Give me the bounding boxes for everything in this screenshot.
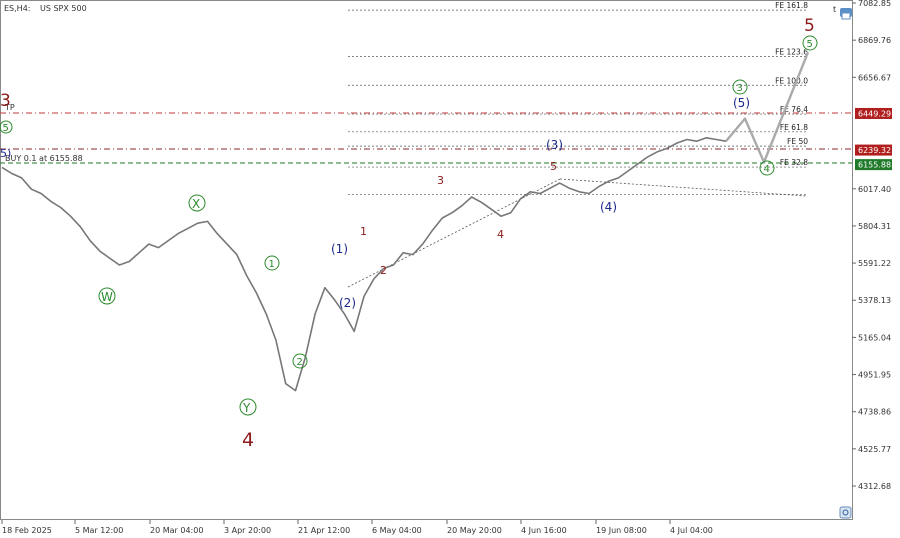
time-tick-label: 5 Mar 12:00: [75, 526, 123, 535]
time-tick-label: 3 Apr 20:00: [224, 526, 271, 535]
fibonacci-expansion[interactable]: FE 161.8 FE 123.6 FE 100.0 FE 76.4 FE 61.8 FE…: [348, 1, 808, 195]
time-tick-label: 18 Feb 2025: [2, 526, 52, 535]
wave-label-W: W: [101, 290, 113, 304]
wave-circle-3: [732, 79, 748, 95]
price-tick-label: 6017.40: [858, 185, 891, 194]
time-tick-label: 19 Jun 08:00: [596, 526, 647, 535]
wave-label-paren-2: (2): [339, 296, 356, 310]
wave-label-4-circled: 4: [764, 164, 770, 175]
time-tick-label: 4 Jun 16:00: [521, 526, 567, 535]
wave-label-paren-1: (1): [331, 242, 348, 256]
wave-label-3-left: 3: [0, 91, 11, 111]
price-tick-label: 5378.13: [858, 296, 891, 305]
autoscroll-icon[interactable]: [839, 506, 852, 519]
wave-label-red-2: 2: [380, 264, 387, 277]
wave-circle-5-left: [0, 120, 13, 134]
chart-symbol: ES,H4:: [4, 4, 30, 13]
price-tick-label: 5165.04: [858, 333, 891, 342]
price-line: [1, 137, 727, 392]
price-tag-box: [855, 107, 892, 119]
price-axis: 7082.85 6869.76 6656.67 6017.40 5804.31 5591.…: [852, 0, 891, 491]
price-tag-label: 6449.29: [858, 109, 891, 118]
price-tag-label: 6155.88: [858, 161, 891, 170]
price-tags: 6449.29 6239.32 6155.88: [855, 107, 892, 171]
wave-circle-W: [98, 287, 116, 305]
wave-circle-5: [802, 35, 818, 51]
buy-order-label: BUY 0.1 at 6155.88: [5, 154, 83, 163]
tp-label: TP: [4, 103, 15, 112]
price-tick-label: 6869.76: [858, 36, 891, 45]
wave-circle-2: [292, 353, 308, 369]
price-tick-label: 4312.68: [858, 482, 891, 491]
fib-level-label: FE 100.0: [775, 76, 808, 85]
wave-label-X: X: [192, 197, 200, 211]
price-tick-label: 6656.67: [858, 73, 891, 82]
fib-level-label: FE 61.8: [780, 123, 808, 132]
time-tick-label: 21 Apr 12:00: [298, 526, 350, 535]
trade-icon-label: t: [833, 5, 836, 14]
time-tick-label: 20 May 20:00: [447, 526, 502, 535]
wave-circle-Y: [239, 398, 257, 416]
wave-label-red-4: 4: [497, 228, 504, 241]
fib-level-label: FE 123.6: [775, 48, 808, 57]
price-tick-label: 4951.95: [858, 371, 891, 380]
price-tag-box: [855, 144, 892, 156]
time-axis: 18 Feb 2025 5 Mar 12:00 20 Mar 04:00 3 Apr …: [1, 520, 713, 535]
wave-label-paren-5-left: 5): [0, 147, 11, 160]
wave-circle-4: [759, 160, 775, 176]
wave-label-2-circled: 2: [297, 357, 303, 368]
price-tick-label: 4525.77: [858, 445, 891, 454]
wave-label-5-major: 5: [804, 16, 815, 36]
price-tick-label: 5804.31: [858, 222, 891, 231]
projection-path[interactable]: [725, 51, 810, 164]
price-tick-label: 7082.85: [858, 0, 891, 8]
trendline-upper[interactable]: [559, 178, 807, 197]
wave-label-red-5: 5: [550, 160, 557, 173]
chart-instrument-name: US SPX 500: [40, 4, 87, 13]
price-tag-box: [855, 159, 892, 171]
wave-label-5-left: 5: [3, 123, 9, 134]
wave-circle-1: [264, 255, 280, 271]
wave-circle-X: [188, 194, 206, 212]
price-tag-label: 6239.32: [858, 146, 891, 155]
wave-label-paren-5: (5): [733, 96, 750, 110]
wave-label-3-circled: 3: [737, 83, 743, 94]
fib-level-label: FE 32.8: [780, 158, 808, 167]
time-tick-label: 6 May 04:00: [372, 526, 422, 535]
wave-label-red-1: 1: [360, 225, 367, 238]
wave-label-4-major: 4: [242, 429, 254, 451]
price-tick-label: 4738.86: [858, 408, 891, 417]
wave-label-paren-4: (4): [600, 200, 617, 214]
price-tick-label: 5591.22: [858, 259, 891, 268]
fib-level-label: FE 50: [787, 137, 808, 146]
fib-level-label: FE 161.8: [775, 1, 808, 10]
fib-level-label: FE 76.4: [780, 105, 808, 114]
hat-icon[interactable]: [840, 8, 852, 20]
wave-label-paren-3: (3): [546, 138, 563, 152]
time-tick-label: 4 Jul 04:00: [670, 526, 713, 535]
wave-label-1-circled: 1: [269, 259, 275, 270]
wave-label-5-circled: 5: [807, 39, 813, 50]
wave-label-Y: Y: [242, 401, 251, 415]
plot-frame: [0, 0, 853, 520]
wave-label-red-3: 3: [437, 174, 444, 187]
time-tick-label: 20 Mar 04:00: [150, 526, 203, 535]
